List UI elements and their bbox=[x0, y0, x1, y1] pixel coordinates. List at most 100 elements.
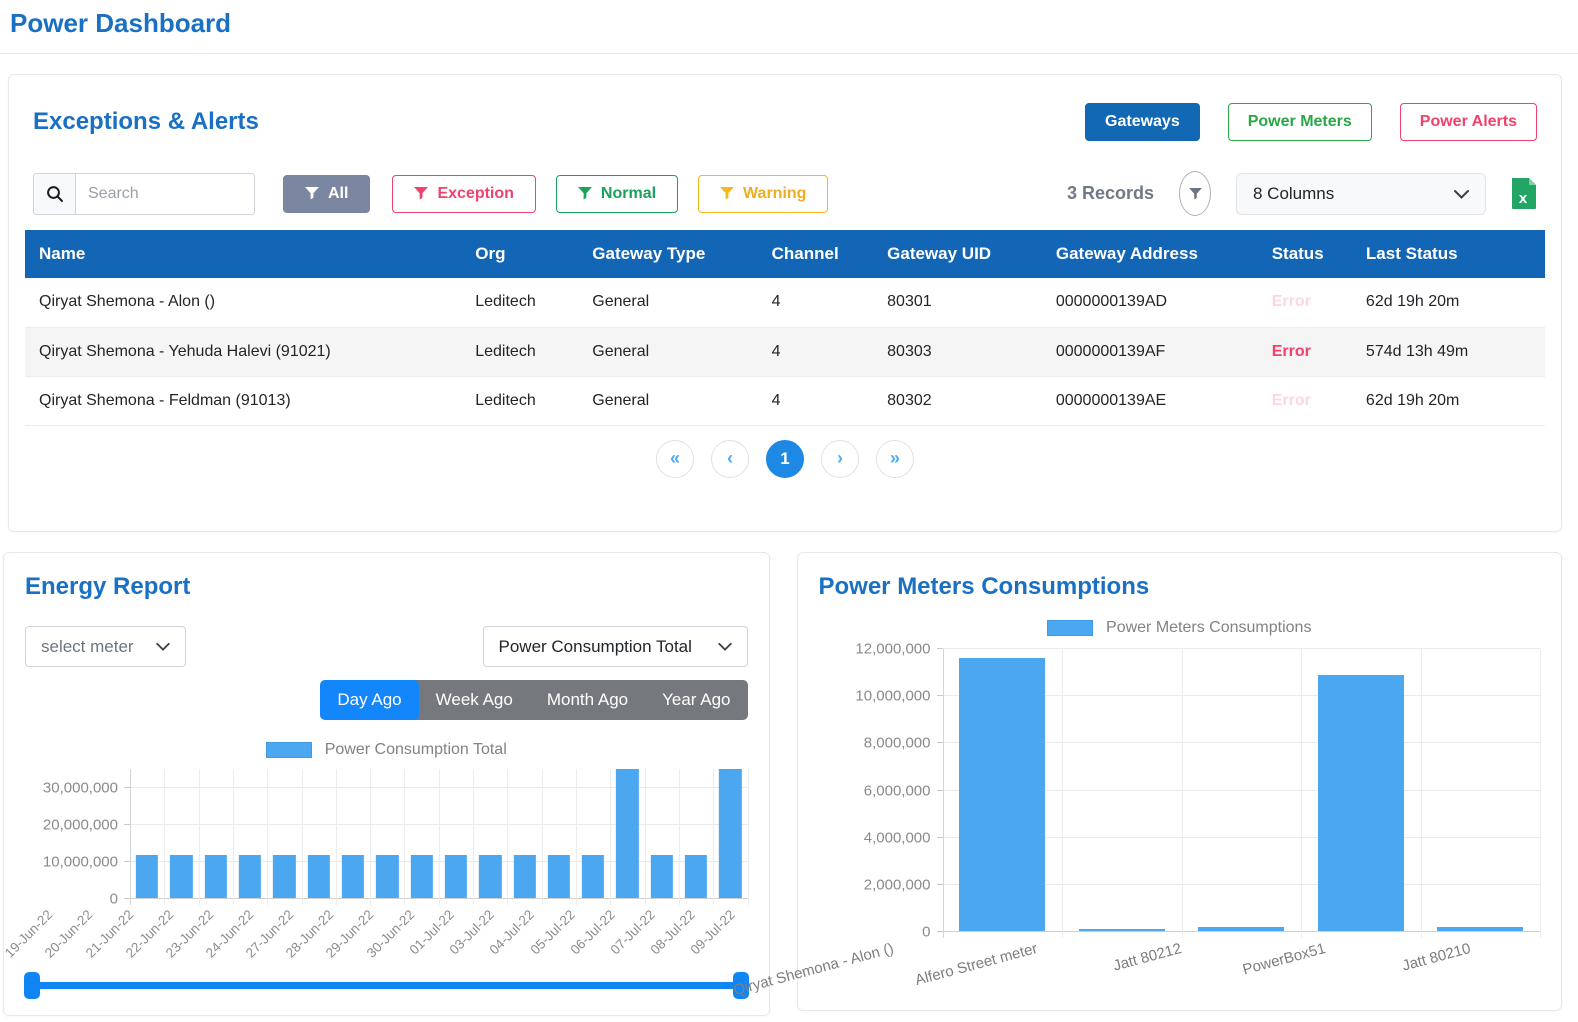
chevron-down-icon bbox=[155, 642, 170, 651]
pagination-prev-button[interactable]: ‹ bbox=[711, 439, 749, 478]
column-header: Last Status bbox=[1351, 230, 1545, 278]
power-meters-chart: 0 2,000,000 4,000,000 6,000,000 8,000,000 10,… bbox=[731, 641, 1541, 999]
cell-name: Qiryat Shemona - Alon () bbox=[25, 278, 462, 328]
cell-channel: 4 bbox=[757, 327, 874, 377]
bar bbox=[513, 855, 536, 898]
meters-chart-legend: Power Meters Consumptions bbox=[819, 619, 1541, 637]
pagination-first-button[interactable]: « bbox=[656, 439, 694, 478]
filter-warning-button[interactable]: Warning bbox=[698, 174, 829, 213]
pagination: « ‹ 1 › » bbox=[25, 439, 1545, 478]
column-header: Gateway UID bbox=[873, 230, 1042, 278]
search-icon bbox=[33, 172, 75, 215]
exceptions-alerts-panel: Exceptions & Alerts Gateways Power Meter… bbox=[8, 74, 1562, 532]
y-axis-tick-mark bbox=[124, 898, 130, 899]
bar bbox=[204, 855, 227, 898]
y-axis-tick-mark bbox=[936, 789, 943, 791]
gridline bbox=[644, 769, 646, 905]
records-filter-button[interactable] bbox=[1179, 171, 1211, 216]
slider-track[interactable] bbox=[26, 982, 747, 989]
y-axis-tick-mark bbox=[936, 836, 943, 838]
gridline bbox=[1062, 649, 1063, 938]
chevron-down-icon bbox=[1454, 189, 1469, 199]
energy-report-title: Energy Report bbox=[25, 573, 191, 600]
gridline bbox=[942, 742, 1540, 744]
pagination-last-button[interactable]: » bbox=[876, 439, 914, 478]
y-axis-tick-mark bbox=[124, 786, 130, 788]
cell-status: Error bbox=[1257, 278, 1352, 328]
table-row[interactable]: Qiryat Shemona - Yehuda Halevi (91021) Le… bbox=[25, 327, 1545, 377]
gridline bbox=[942, 931, 1540, 932]
energy-chart-legend: Power Consumption Total bbox=[25, 741, 748, 759]
filter-normal-button[interactable]: Normal bbox=[555, 174, 679, 213]
power-alerts-button[interactable]: Power Alerts bbox=[1399, 103, 1537, 141]
gridline bbox=[335, 769, 337, 905]
cell-status: Error bbox=[1257, 327, 1352, 377]
bar bbox=[1078, 928, 1165, 931]
gateways-button[interactable]: Gateways bbox=[1085, 103, 1200, 141]
filter-all-button[interactable]: All bbox=[283, 174, 371, 213]
column-header: Channel bbox=[757, 230, 874, 278]
y-axis-tick-mark bbox=[936, 883, 943, 885]
gateways-table: Name Org Gateway Type Channel Gateway UID Gat… bbox=[25, 230, 1545, 426]
gridline bbox=[232, 769, 234, 905]
gridline bbox=[610, 769, 612, 905]
y-axis-tick-mark bbox=[124, 823, 130, 825]
filter-exception-button[interactable]: Exception bbox=[392, 174, 536, 213]
bar bbox=[959, 658, 1046, 931]
gridline bbox=[198, 769, 200, 905]
gridline bbox=[678, 769, 680, 905]
pagination-next-button[interactable]: › bbox=[821, 439, 859, 478]
gridline bbox=[370, 769, 372, 905]
cell-gateway-address: 0000000139AD bbox=[1041, 278, 1258, 328]
y-axis-tick-label: 0 bbox=[109, 890, 118, 908]
column-header: Status bbox=[1257, 230, 1352, 278]
slider-handle-right[interactable] bbox=[732, 972, 749, 999]
table-row[interactable]: Qiryat Shemona - Feldman (91013) Leditech… bbox=[25, 376, 1545, 426]
records-count: 3 Records bbox=[1066, 183, 1154, 203]
tab-day-ago[interactable]: Day Ago bbox=[320, 680, 419, 720]
view-buttons: Gateways Power Meters Power Alerts bbox=[1085, 103, 1537, 141]
filter-funnel-icon bbox=[414, 187, 429, 200]
gridline bbox=[942, 695, 1540, 697]
bar bbox=[135, 855, 159, 898]
chevron-down-icon bbox=[717, 642, 732, 651]
page-header: Power Dashboard bbox=[0, 0, 1578, 54]
gridline bbox=[473, 769, 475, 905]
tab-month-ago[interactable]: Month Ago bbox=[546, 690, 629, 709]
bar bbox=[547, 855, 570, 898]
x-axis-tick-label: Jatt 80210 bbox=[1400, 940, 1473, 975]
gridline bbox=[575, 769, 577, 905]
cell-org: Leditech bbox=[461, 376, 579, 426]
y-axis-tick-mark bbox=[124, 860, 130, 862]
slider-handle-left[interactable] bbox=[24, 972, 40, 999]
pagination-page-1-button[interactable]: 1 bbox=[766, 439, 804, 478]
bar bbox=[719, 768, 742, 898]
y-axis-tick-label: 6,000,000 bbox=[863, 782, 931, 799]
y-axis-tick-label: 12,000,000 bbox=[855, 640, 931, 658]
records-filter-icon bbox=[1188, 187, 1202, 200]
columns-select[interactable]: 8 Columns bbox=[1236, 172, 1486, 215]
table-toolbar: All Exception Normal Warning 3 Records 8… bbox=[25, 171, 1545, 216]
power-meters-title: Power Meters Consumptions bbox=[818, 573, 1150, 600]
gridline bbox=[541, 769, 543, 905]
excel-export-button[interactable]: x bbox=[1510, 177, 1537, 210]
gridline bbox=[301, 769, 303, 905]
cell-last-status: 62d 19h 20m bbox=[1351, 278, 1545, 328]
bar bbox=[1317, 675, 1404, 931]
meter-select[interactable]: select meter bbox=[25, 626, 186, 667]
cell-last-status: 62d 19h 20m bbox=[1351, 376, 1545, 426]
bar bbox=[444, 855, 468, 898]
metric-select[interactable]: Power Consumption Total bbox=[482, 626, 748, 667]
date-range-slider[interactable] bbox=[24, 972, 749, 999]
bar bbox=[479, 855, 502, 898]
bar bbox=[273, 855, 296, 898]
tab-week-ago[interactable]: Week Ago bbox=[435, 690, 513, 709]
bar bbox=[238, 855, 262, 898]
search-input[interactable] bbox=[75, 172, 255, 215]
y-axis-tick-label: 10,000,000 bbox=[42, 853, 118, 871]
table-row[interactable]: Qiryat Shemona - Alon () Leditech General 4… bbox=[25, 278, 1545, 328]
y-axis-tick-label: 30,000,000 bbox=[42, 779, 118, 797]
gridline bbox=[267, 769, 269, 905]
tab-year-ago[interactable]: Year Ago bbox=[662, 690, 731, 709]
power-meters-button[interactable]: Power Meters bbox=[1227, 103, 1372, 141]
